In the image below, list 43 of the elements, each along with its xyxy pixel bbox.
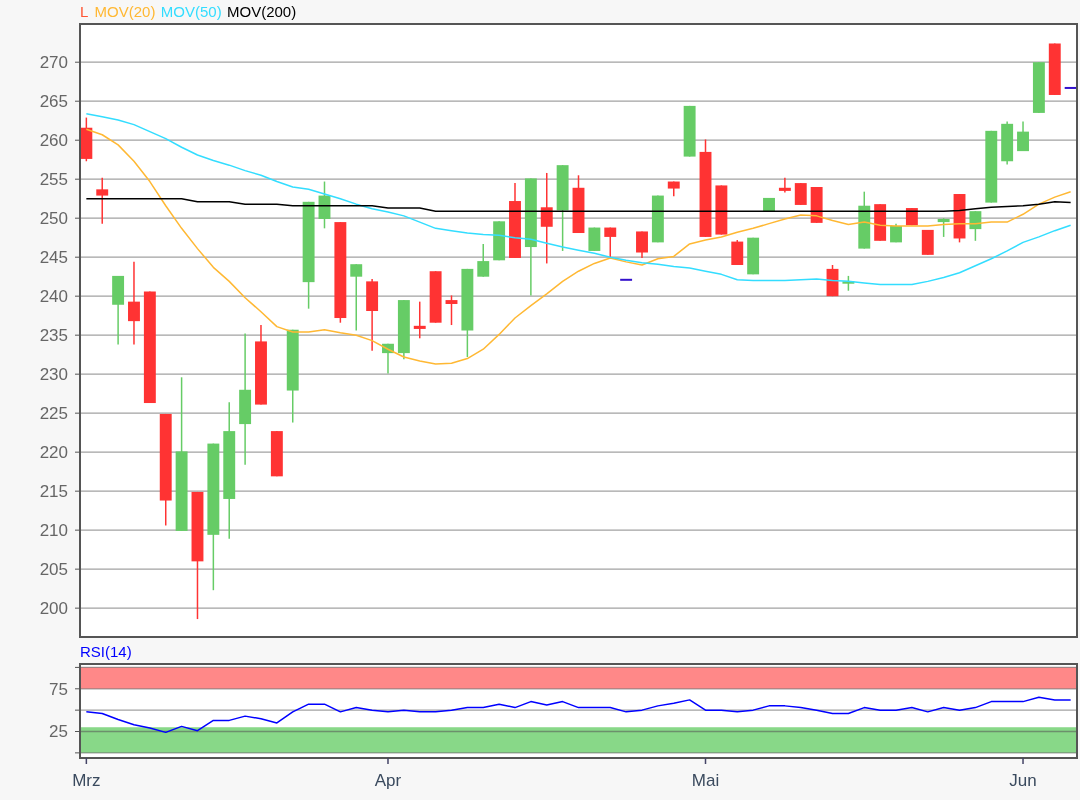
- candlestick: [604, 226, 617, 258]
- y-tick-label: 270: [39, 53, 68, 73]
- y-tick-label: 25: [49, 722, 68, 742]
- y-tick-label: 205: [39, 560, 68, 580]
- candlestick: [540, 172, 553, 265]
- candlestick: [636, 230, 648, 259]
- y-tick-label: 220: [39, 443, 68, 463]
- line-series: [85, 696, 1072, 734]
- text: L: [80, 3, 89, 20]
- candlestick: [794, 182, 807, 206]
- line-series: [85, 112, 1072, 286]
- y-tick-label: 245: [39, 248, 68, 268]
- y-tick-label: 255: [39, 170, 68, 190]
- candlestick: [1017, 120, 1029, 152]
- candlestick: [778, 176, 791, 194]
- y-tick-label: 235: [39, 326, 68, 346]
- x-tick-label: Apr: [374, 771, 402, 790]
- y-tick-label: 225: [39, 404, 68, 424]
- y-tick-label: 250: [39, 209, 68, 229]
- x-tick-label: Mrz: [72, 771, 101, 790]
- y-tick-label: 215: [39, 482, 68, 502]
- x-tick-label: Jun: [1009, 771, 1037, 790]
- y-tick-label: 265: [39, 92, 68, 112]
- candlestick: [445, 294, 458, 326]
- y-tick-label: 240: [39, 287, 68, 307]
- text: MOV(200): [227, 3, 297, 20]
- text: MOV(20): [94, 3, 156, 20]
- candlestick: [350, 263, 363, 332]
- y-tick-label: 230: [39, 365, 68, 385]
- y-tick-label: 75: [49, 679, 68, 699]
- candlestick: [937, 217, 950, 238]
- x-tick-label: Mai: [691, 771, 720, 790]
- candlestick: [128, 261, 140, 346]
- candlestick: [477, 243, 490, 278]
- candlestick: [413, 300, 426, 340]
- y-tick-label: 210: [39, 521, 68, 541]
- candlestick: [969, 210, 982, 242]
- y-tick-label: 260: [39, 131, 68, 151]
- candlestick: [731, 239, 744, 266]
- text: MOV(50): [160, 3, 222, 20]
- y-tick-label: 200: [39, 599, 68, 619]
- candlestick: [96, 176, 109, 225]
- text: RSI(14): [80, 643, 132, 660]
